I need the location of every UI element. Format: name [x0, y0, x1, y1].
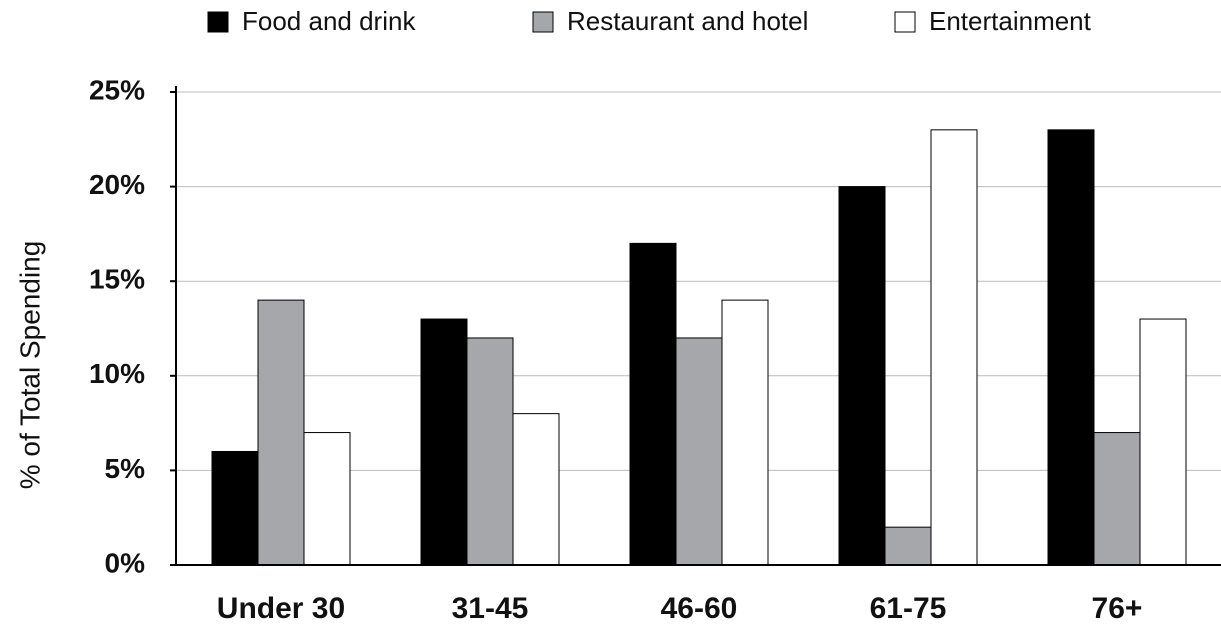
bar — [1139, 318, 1187, 566]
bar — [1047, 129, 1095, 566]
bar — [303, 432, 351, 566]
x-tick-label: 76+ — [1092, 592, 1143, 625]
bar — [1093, 432, 1141, 566]
legend-swatch — [207, 11, 229, 33]
y-tick-label: 0% — [105, 547, 146, 578]
y-tick-label: 15% — [89, 264, 145, 295]
y-tick-label: 20% — [89, 169, 145, 200]
legend-swatch — [532, 11, 554, 33]
legend-label: Food and drink — [242, 6, 416, 36]
bar — [838, 186, 886, 566]
bar — [257, 299, 305, 566]
legend-swatch — [894, 11, 916, 33]
y-tick-label: 10% — [89, 358, 145, 389]
bar — [512, 413, 560, 566]
y-axis-label: % of Total Spending — [14, 241, 45, 490]
bar — [466, 337, 514, 566]
legend-label: Restaurant and hotel — [567, 6, 808, 36]
y-tick-label: 25% — [89, 74, 145, 105]
x-tick-label: 31-45 — [452, 592, 529, 625]
x-tick-label: 46-60 — [661, 592, 738, 625]
legend-label: Entertainment — [929, 6, 1092, 36]
bar — [420, 318, 468, 566]
x-tick-label: 61-75 — [870, 592, 947, 625]
bar — [675, 337, 723, 566]
x-tick-label: Under 30 — [217, 592, 345, 625]
bar — [211, 450, 259, 566]
bar — [629, 242, 677, 566]
bar — [930, 129, 978, 566]
bar — [721, 299, 769, 566]
bar — [884, 526, 932, 566]
y-tick-label: 5% — [105, 453, 146, 484]
